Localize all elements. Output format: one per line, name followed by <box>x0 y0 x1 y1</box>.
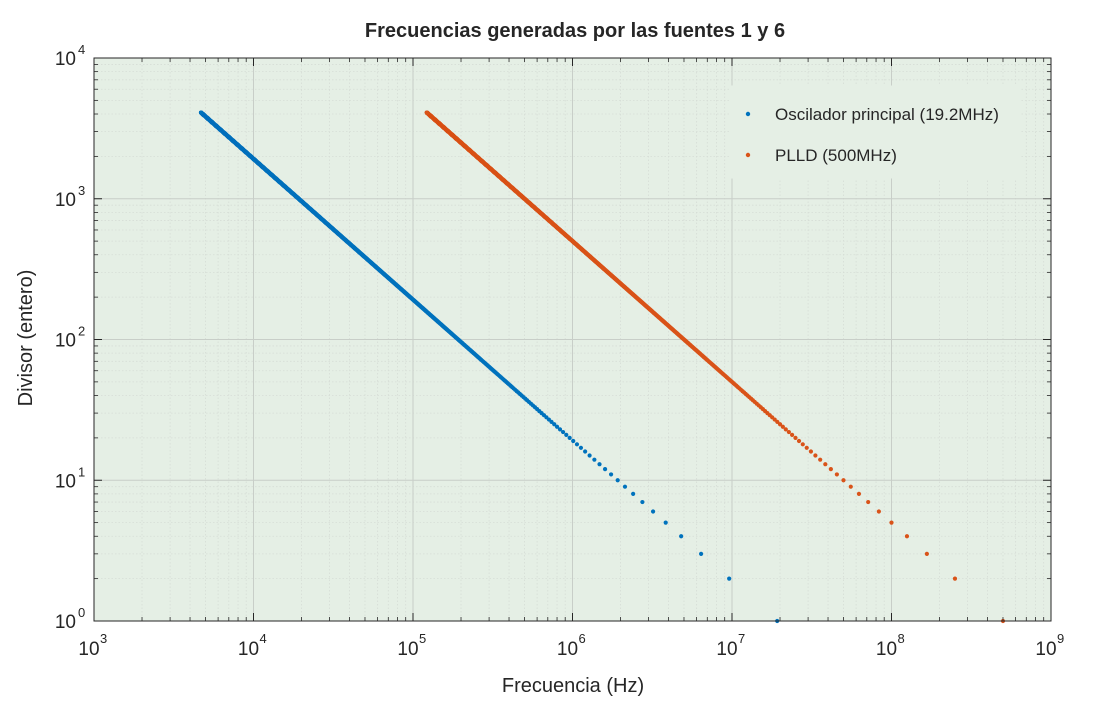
data-point <box>567 435 572 440</box>
data-point <box>793 435 798 440</box>
data-point <box>727 576 732 581</box>
data-point <box>640 499 645 505</box>
data-point <box>804 445 809 450</box>
data-point <box>592 457 597 462</box>
data-point <box>679 534 684 539</box>
data-point <box>698 551 704 556</box>
data-point <box>557 427 563 432</box>
data-point <box>597 462 602 467</box>
data-point <box>789 432 795 437</box>
data-point <box>808 449 814 454</box>
data-point <box>952 576 958 581</box>
data-point <box>818 457 823 462</box>
data-point <box>602 467 608 472</box>
data-point <box>622 484 628 489</box>
series-oscilador-principal <box>198 110 780 624</box>
data-point <box>848 484 853 489</box>
data-point <box>796 438 802 444</box>
data-point <box>800 442 805 447</box>
data-point <box>828 467 833 472</box>
data-point <box>564 432 569 437</box>
data-point <box>663 520 668 525</box>
data-point <box>924 551 929 556</box>
data-point <box>198 110 204 115</box>
data-point <box>583 449 588 454</box>
data-point <box>866 499 871 505</box>
data-point <box>574 442 580 447</box>
data-point <box>823 462 828 467</box>
data-point <box>552 422 557 427</box>
data-point <box>615 478 620 483</box>
data-point <box>554 424 560 429</box>
data-point <box>889 520 894 525</box>
data-point <box>876 509 881 514</box>
data-point <box>650 509 656 514</box>
data-point <box>578 445 584 450</box>
data-point <box>856 491 862 496</box>
data-point <box>841 478 846 483</box>
data-point <box>813 453 818 458</box>
data-point <box>834 472 839 477</box>
series-layer <box>198 110 1006 624</box>
data-point <box>608 472 614 477</box>
data-point <box>631 491 636 496</box>
data-point <box>587 453 592 458</box>
data-point <box>560 429 566 435</box>
data-point <box>571 438 576 444</box>
data-point <box>904 534 910 539</box>
